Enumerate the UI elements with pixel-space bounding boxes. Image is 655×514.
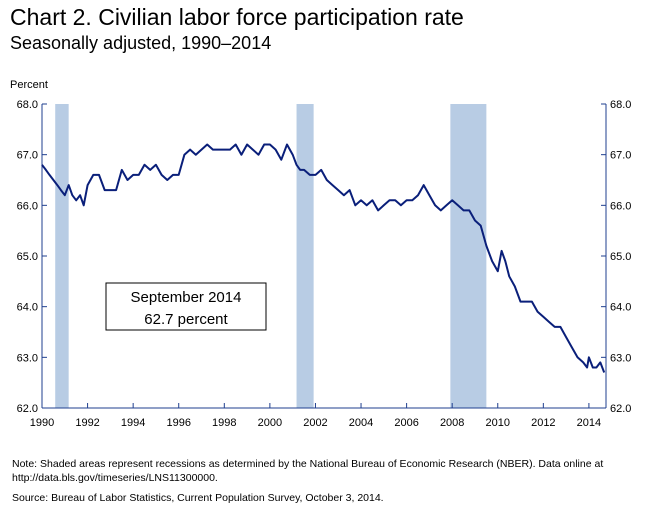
footnote: Note: Shaded areas represent recessions … — [12, 458, 604, 484]
y-tick-label-left-0: 62.0 — [17, 403, 38, 415]
chart-axes: 62.0 62.0 63.0 63.0 64.0 64.0 65.0 65.0 66.0 66.0… — [17, 99, 632, 429]
chart-area: Percent 62.0 62.0 63.0 63.0 64.0 64.0 65.0 65.0… — [10, 79, 632, 429]
x-tick-label-7: 2004 — [349, 417, 373, 429]
y-tick-label-right-5: 67.0 — [610, 150, 631, 162]
series-line-0 — [41, 143, 606, 373]
y-tick-label-left-3: 65.0 — [17, 251, 38, 263]
x-tick-label-4: 1998 — [212, 417, 236, 429]
y-tick-label-right-1: 63.0 — [610, 352, 631, 364]
source-note: Source: Bureau of Labor Statistics, Curr… — [12, 492, 384, 504]
y-axis-label: Percent — [10, 79, 48, 91]
x-tick-label-0: 1990 — [30, 417, 54, 429]
chart-title: Chart 2. Civilian labor force participat… — [10, 4, 464, 30]
x-tick-label-3: 1996 — [166, 417, 190, 429]
y-tick-label-left-2: 64.0 — [17, 302, 38, 314]
y-tick-label-right-2: 64.0 — [610, 302, 631, 314]
recession-bands — [55, 104, 487, 408]
chart-subtitle: Seasonally adjusted, 1990–2014 — [10, 33, 272, 53]
recession-band-0 — [55, 104, 69, 408]
recession-band-1 — [296, 104, 314, 408]
y-tick-label-right-0: 62.0 — [610, 403, 631, 415]
x-tick-label-11: 2012 — [531, 417, 555, 429]
x-tick-label-9: 2008 — [440, 417, 464, 429]
y-tick-label-right-4: 66.0 — [610, 200, 631, 212]
y-tick-label-left-5: 67.0 — [17, 150, 38, 162]
x-tick-label-1: 1992 — [75, 417, 99, 429]
y-tick-label-right-6: 68.0 — [610, 99, 631, 111]
recession-band-2 — [450, 104, 487, 408]
annotation-border — [105, 282, 267, 331]
y-tick-label-right-3: 65.0 — [610, 251, 631, 263]
annotation-line-1: September 2014 — [131, 289, 242, 306]
annotation-box: September 2014 62.7 percent — [105, 282, 267, 331]
y-tick-label-left-4: 66.0 — [17, 200, 38, 212]
y-tick-label-left-6: 68.0 — [17, 99, 38, 111]
annotation-line-2: 62.7 percent — [144, 311, 228, 328]
data-series — [41, 143, 606, 373]
x-tick-label-12: 2014 — [577, 417, 601, 429]
x-tick-label-10: 2010 — [486, 417, 510, 429]
x-tick-label-2: 1994 — [121, 417, 145, 429]
x-tick-label-8: 2006 — [394, 417, 418, 429]
x-tick-label-5: 2000 — [258, 417, 282, 429]
y-tick-label-left-1: 63.0 — [17, 352, 38, 364]
x-tick-label-6: 2002 — [303, 417, 327, 429]
